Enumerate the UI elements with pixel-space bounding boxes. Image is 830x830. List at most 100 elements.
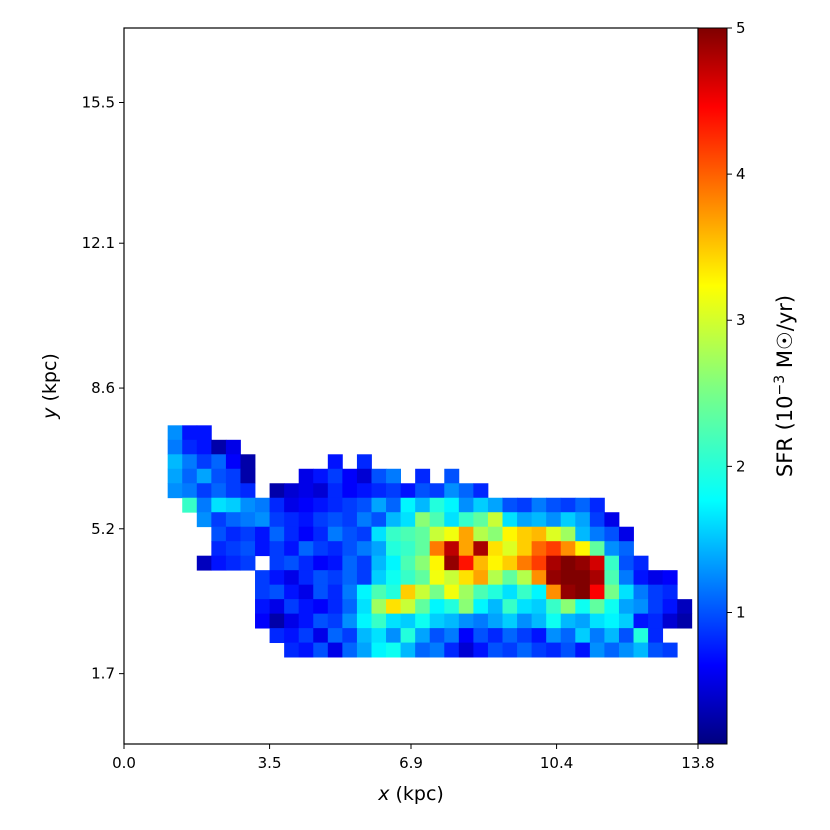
heatmap-cell <box>211 526 227 542</box>
heatmap-cell <box>415 497 431 513</box>
heatmap-cell <box>458 512 474 528</box>
heatmap-cell <box>531 628 547 644</box>
heatmap-cell <box>327 468 343 484</box>
heatmap-cell <box>356 526 372 542</box>
heatmap-cell <box>415 599 431 615</box>
heatmap-cell <box>429 541 445 557</box>
heatmap-cell <box>444 497 460 513</box>
heatmap-cell <box>458 526 474 542</box>
heatmap-cell <box>473 599 489 615</box>
heatmap-cell <box>342 584 358 600</box>
heatmap-cell <box>589 642 605 658</box>
heatmap-cell <box>473 512 489 528</box>
y-axis-var: y <box>39 407 61 420</box>
heatmap-cell <box>196 497 212 513</box>
heatmap-cell <box>386 570 401 586</box>
heatmap-cell <box>473 584 489 600</box>
heatmap-cell <box>444 555 460 571</box>
heatmap-cell <box>298 555 314 571</box>
heatmap-cell <box>327 584 343 600</box>
heatmap-cell <box>546 526 562 542</box>
heatmap-cell <box>298 642 314 658</box>
heatmap-cell <box>575 555 591 571</box>
heatmap-cell <box>429 512 445 528</box>
heatmap-cell <box>604 613 620 629</box>
heatmap-cell <box>356 613 372 629</box>
heatmap-cell <box>327 483 343 499</box>
heatmap-cell <box>313 628 329 644</box>
heatmap-cell <box>648 642 664 658</box>
heatmap-cell <box>313 555 329 571</box>
heatmap-cell <box>284 483 300 499</box>
heatmap-cell <box>502 555 518 571</box>
heatmap-cell <box>225 541 241 557</box>
heatmap-cell <box>589 526 605 542</box>
heatmap-cell <box>415 628 431 644</box>
heatmap-cell <box>400 599 416 615</box>
heatmap-cell <box>633 642 649 658</box>
heatmap-cell <box>502 570 518 586</box>
heatmap-cell <box>633 555 649 571</box>
heatmap-cell <box>342 613 358 629</box>
heatmap-cell <box>298 483 314 499</box>
colorbar-tick-label: 4 <box>736 165 746 183</box>
heatmap-cell <box>458 497 474 513</box>
heatmap-cell <box>342 642 358 658</box>
heatmap-cell <box>662 642 678 658</box>
heatmap-cell <box>560 613 576 629</box>
heatmap-cell <box>211 512 227 528</box>
heatmap-cell <box>589 555 605 571</box>
heatmap-cell <box>298 541 314 557</box>
heatmap-cell <box>327 541 343 557</box>
heatmap-cell <box>560 555 576 571</box>
heatmap-cell <box>269 613 285 629</box>
heatmap-cell <box>255 497 270 513</box>
heatmap-cell <box>502 512 518 528</box>
heatmap-cell <box>618 628 634 644</box>
heatmap-cell <box>517 628 533 644</box>
heatmap-cell <box>487 497 503 513</box>
heatmap-cell <box>429 584 445 600</box>
heatmap-cell <box>589 541 605 557</box>
heatmap-cell <box>575 628 591 644</box>
heatmap-cell <box>313 599 329 615</box>
heatmap-cell <box>575 599 591 615</box>
heatmap-cell <box>182 497 198 513</box>
heatmap-cell <box>269 497 285 513</box>
heatmap-cell <box>371 584 387 600</box>
heatmap-cell <box>371 483 387 499</box>
heatmap-cell <box>284 555 300 571</box>
heatmap-cell <box>386 526 401 542</box>
heatmap-cell <box>356 599 372 615</box>
heatmap-cell <box>298 599 314 615</box>
heatmap-cell <box>298 497 314 513</box>
heatmap-cell <box>575 512 591 528</box>
heatmap-cell <box>662 570 678 586</box>
heatmap-cell <box>298 468 314 484</box>
heatmap-cell <box>517 642 533 658</box>
heatmap-cell <box>386 555 401 571</box>
heatmap-cell <box>284 570 300 586</box>
heatmap-cell <box>182 425 198 441</box>
heatmap-cell <box>517 599 533 615</box>
colorbar-tick-label: 1 <box>736 603 746 621</box>
heatmap-cell <box>371 613 387 629</box>
heatmap-cell <box>604 584 620 600</box>
heatmap-cell <box>342 468 358 484</box>
heatmap-cell <box>546 599 562 615</box>
heatmap-cell <box>618 599 634 615</box>
heatmap-cell <box>589 599 605 615</box>
heatmap-cell <box>429 628 445 644</box>
heatmap-cell <box>327 599 343 615</box>
colorbar-title: SFR (10−3 M☉/yr) <box>772 295 797 477</box>
heatmap-cell <box>371 555 387 571</box>
heatmap-cell <box>546 628 562 644</box>
heatmap-cell <box>473 541 489 557</box>
heatmap-cell <box>444 541 460 557</box>
heatmap-cell <box>444 599 460 615</box>
heatmap-cell <box>517 555 533 571</box>
heatmap-cell <box>400 555 416 571</box>
heatmap-cell <box>618 642 634 658</box>
heatmap-cell <box>604 526 620 542</box>
heatmap-cell <box>196 483 212 499</box>
